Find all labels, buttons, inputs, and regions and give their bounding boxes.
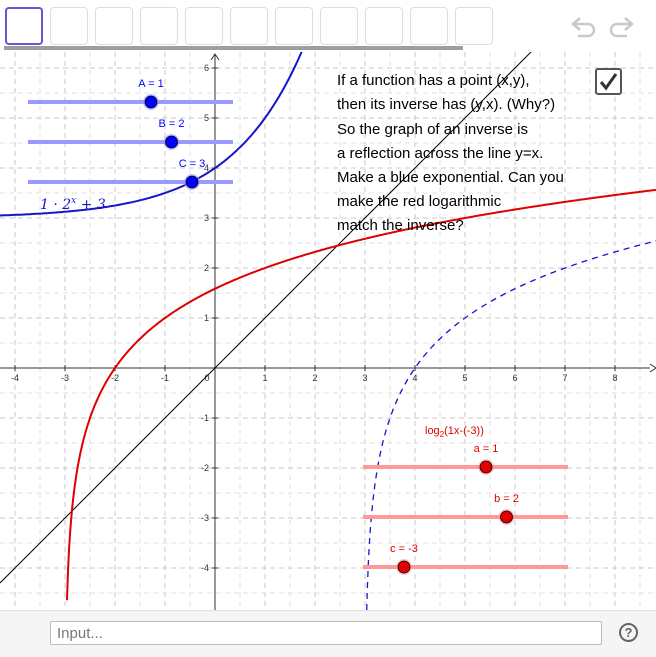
y-tick-label: -4 [201,563,209,573]
tool-button-move[interactable] [5,7,43,45]
x-tick-label: -4 [11,373,19,383]
x-axis-arrow [649,363,656,373]
x-tick-label: -1 [161,373,169,383]
graphics-view[interactable]: -4 -3 -2 -1 0 1 2 3 4 5 6 7 8 6 5 4 3 2 1 -1 -2 -3 -4 A = 1 B =… [0,52,656,610]
description-line: then its inverse has (y,x). (Why?) [337,96,556,113]
y-tick-label: -2 [201,463,209,473]
toolbar [0,0,656,52]
description-line: make the red logarithmic [337,193,502,210]
slider-label: A = 1 [138,78,163,90]
y-tick-label: 6 [204,63,209,73]
x-tick-label: 4 [412,373,417,383]
tool-button[interactable] [365,7,403,45]
slider-B[interactable]: B = 2 [28,118,233,150]
x-tick-label: 2 [312,373,317,383]
y-tick-label: 1 [204,313,209,323]
slider-knob [500,510,513,524]
slider-C[interactable]: C = 3 [28,158,233,190]
exponential-formula: 1 · 2x + 3 [40,196,106,213]
show-inverse-checkbox[interactable] [595,68,622,95]
grid [0,52,656,610]
logarithmic-formula: log2(1x-(-3)) [425,425,484,439]
tool-button[interactable] [455,7,493,45]
y-tick-label: 3 [204,213,209,223]
tool-button[interactable] [185,7,223,45]
tool-button[interactable] [320,7,358,45]
y-tick-label: -3 [201,513,209,523]
y-tick-label: 5 [204,113,209,123]
redo-icon[interactable] [605,14,635,40]
line-y-equals-x [0,52,532,584]
tool-button[interactable] [410,7,448,45]
slider-b[interactable]: b = 2 [363,493,568,525]
y-tick-label: 2 [204,263,209,273]
slider-knob [397,560,411,574]
slider-knob [479,460,493,474]
sliders: A = 1 B = 2 C = 3 a = 1 b = 2 c = -3 [28,78,568,575]
slider-A[interactable]: A = 1 [28,78,233,110]
x-tick-label: -3 [61,373,69,383]
tool-button[interactable] [230,7,268,45]
x-tick-label: 3 [362,373,367,383]
slider-label: c = -3 [390,543,418,555]
slider-label: a = 1 [474,443,499,455]
slider-knob [185,175,199,189]
description-line: So the graph of an inverse is [337,121,528,138]
slider-a[interactable]: a = 1 [363,443,568,475]
axes [0,53,656,610]
slider-c[interactable]: c = -3 [363,543,568,575]
toolbar-divider [4,46,463,50]
x-tick-label: 6 [512,373,517,383]
help-icon[interactable]: ? [619,623,638,642]
slider-label: C = 3 [179,158,206,170]
checkmark-icon [599,73,618,91]
description-line: If a function has a point (x,y), [337,72,530,89]
undo-icon[interactable] [570,14,600,40]
curves [0,52,656,610]
slider-knob [144,95,158,109]
y-tick-label: 4 [204,163,209,173]
tool-button[interactable] [275,7,313,45]
y-tick-label: -1 [201,413,209,423]
tool-button[interactable] [140,7,178,45]
x-tick-label: 1 [262,373,267,383]
exponential-curve [0,52,303,217]
x-tick-label: 5 [462,373,467,383]
formula-labels: 1 · 2x + 3 log2(1x-(-3)) [40,196,484,439]
tool-button[interactable] [95,7,133,45]
description-line: a reflection across the line y=x. [337,145,544,162]
description-line: match the inverse? [337,217,464,234]
algebra-input[interactable] [50,621,602,645]
x-tick-label: 7 [562,373,567,383]
logarithmic-curve [66,188,656,601]
y-axis-arrow [210,53,220,61]
axis-tick-labels: -4 -3 -2 -1 0 1 2 3 4 5 6 7 8 6 5 4 3 2 1 -1 -2 -3 -4 [11,63,618,573]
input-bar: ? [0,610,656,657]
x-tick-label: -2 [111,373,119,383]
slider-knob [165,135,178,149]
x-tick-label: 8 [612,373,617,383]
x-tick-label: 0 [204,373,209,383]
slider-label: b = 2 [494,493,519,505]
tool-button[interactable] [50,7,88,45]
slider-label: B = 2 [159,118,185,130]
description-line: Make a blue exponential. Can you [337,169,564,186]
